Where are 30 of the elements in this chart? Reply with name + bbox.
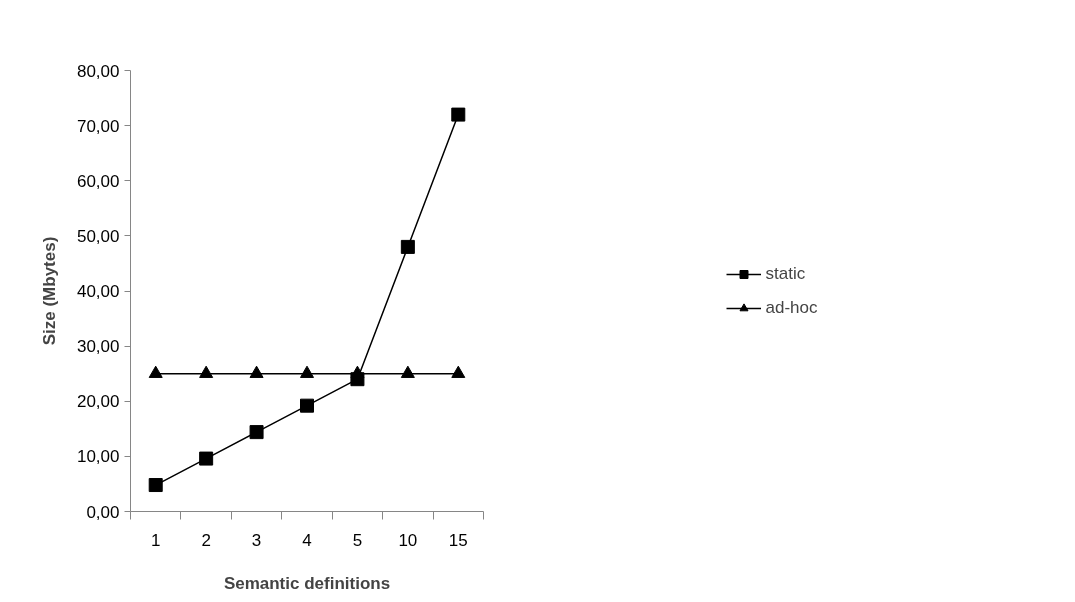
legend-label: static <box>765 263 806 284</box>
x-axis-title: Semantic definitions <box>223 573 391 593</box>
point <box>451 107 466 122</box>
y-tick-label: 70,00 <box>76 116 120 136</box>
x-tick-label: 15 <box>448 530 468 550</box>
y-tick-label: 30,00 <box>76 337 120 357</box>
point <box>300 398 314 413</box>
y-tick-label: 60,00 <box>76 171 120 191</box>
y-tick-label: 50,00 <box>76 226 120 246</box>
point <box>199 365 214 378</box>
y-tick-label: 20,00 <box>76 392 120 412</box>
x-tick-label: 4 <box>302 530 312 550</box>
point <box>400 239 415 254</box>
y-axis-title: Size (Mbytes) <box>39 236 59 346</box>
y-tick-label: 0,00 <box>86 502 120 522</box>
point <box>350 365 365 378</box>
y-tick-label: 80,00 <box>76 61 120 81</box>
x-tick-label: 2 <box>201 530 211 550</box>
x-tick-label: 5 <box>352 530 363 550</box>
point <box>249 365 264 378</box>
x-tick-label: 1 <box>150 530 161 550</box>
point <box>451 365 466 378</box>
point <box>400 365 415 378</box>
point <box>300 365 314 378</box>
y-tick-label: 10,00 <box>76 447 120 467</box>
y-tick-label: 40,00 <box>76 282 120 301</box>
x-tick-label: 10 <box>398 530 418 550</box>
x-tick-label: 3 <box>251 530 262 550</box>
legend-label: ad-hoc <box>765 297 818 318</box>
point <box>148 365 163 378</box>
